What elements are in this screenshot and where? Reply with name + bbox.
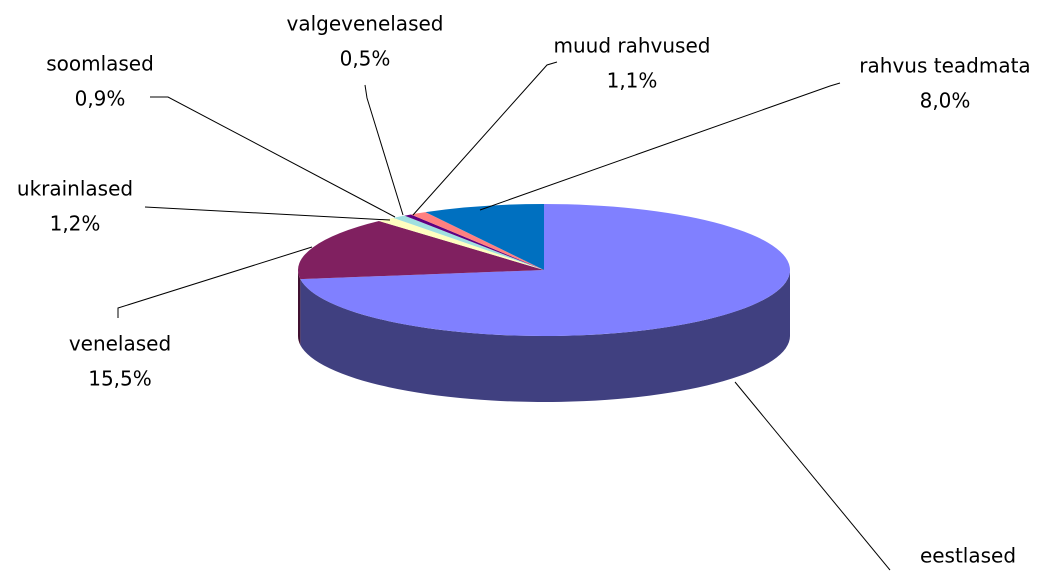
leader-line <box>364 84 404 216</box>
leader-line <box>479 82 841 211</box>
value-label: 1,1% <box>607 69 658 93</box>
slice <box>379 217 544 270</box>
slice-side <box>300 270 790 402</box>
value-label: 0,5% <box>340 47 391 71</box>
leader-line <box>412 61 558 216</box>
slice-label: ukrainlased <box>17 177 133 201</box>
slice-side <box>298 270 301 346</box>
slice-label: valgevenelased <box>286 12 443 36</box>
value-label: 0,9% <box>75 87 126 111</box>
slice <box>404 214 544 270</box>
slice-label: venelased <box>69 332 171 356</box>
slice <box>393 215 544 270</box>
slice <box>298 221 544 280</box>
leader-line <box>117 246 313 318</box>
slice-label: muud rahvused <box>554 34 711 58</box>
slice-label: eestlased <box>920 544 1016 568</box>
value-label: 15,5% <box>88 367 152 391</box>
leader-line <box>144 206 391 221</box>
value-label: 8,0% <box>920 89 971 113</box>
slice <box>425 204 544 270</box>
slice <box>300 204 791 337</box>
leader-line <box>150 96 396 218</box>
leader-line <box>734 381 891 571</box>
slice-label: soomlased <box>46 52 154 76</box>
value-label: 1,2% <box>50 212 101 236</box>
slice <box>410 212 544 270</box>
slice-label: rahvus teadmata <box>859 54 1030 78</box>
